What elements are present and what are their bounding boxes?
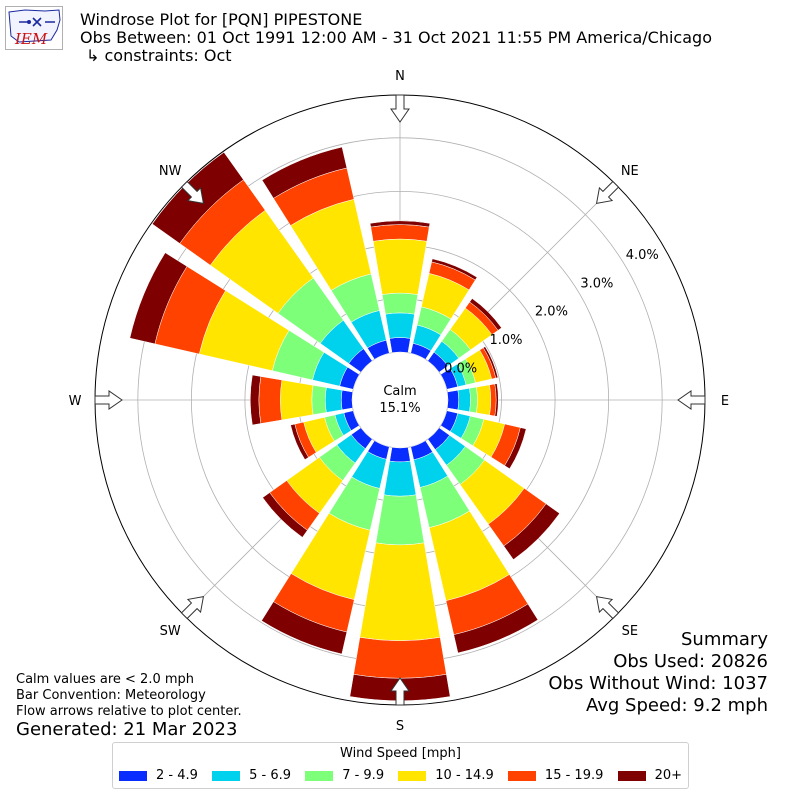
legend-swatch xyxy=(398,770,427,781)
direction-label-NW: NW xyxy=(159,164,182,179)
direction-label-N: N xyxy=(395,69,405,84)
calm-value: 15.1% xyxy=(379,401,420,416)
legend-swatch xyxy=(617,770,646,781)
flow-arrow-W xyxy=(94,390,123,410)
direction-label-W: W xyxy=(69,394,82,409)
direction-label-NE: NE xyxy=(621,164,639,179)
wedge-W-2 xyxy=(311,385,327,415)
calm-label: Calm xyxy=(383,384,416,399)
radial-tick-label: 4.0% xyxy=(626,248,659,263)
legend-items: 2 - 4.9 5 - 6.9 7 - 9.9 10 - 14.9 15 - 19.9 2… xyxy=(119,768,682,783)
generated-date: Generated: 21 Mar 2023 xyxy=(16,719,238,740)
wedge-S-2 xyxy=(375,494,425,546)
legend-item: 7 - 9.9 xyxy=(305,768,384,783)
legend: Wind Speed [mph] 2 - 4.9 5 - 6.9 7 - 9.9 10… xyxy=(112,742,689,789)
wedge-S-3 xyxy=(359,542,441,641)
wedge-N-1 xyxy=(385,312,415,339)
direction-label-S: S xyxy=(396,719,404,734)
legend-title: Wind Speed [mph] xyxy=(340,746,461,761)
wedge-NNW-5 xyxy=(261,146,348,199)
wedge-WNW-5 xyxy=(129,252,188,345)
wedge-N-3 xyxy=(372,238,428,295)
legend-item: 20+ xyxy=(617,768,682,783)
windrose-bars xyxy=(129,146,560,701)
wedge-SE-5 xyxy=(503,503,560,560)
wedge-ESE-5 xyxy=(504,427,527,470)
direction-label-SE: SE xyxy=(622,624,638,639)
wedge-W-5 xyxy=(250,374,262,426)
direction-label-E: E xyxy=(721,394,729,409)
wedge-E-2 xyxy=(469,386,478,414)
legend-label: 15 - 19.9 xyxy=(544,768,604,783)
wedge-E-5 xyxy=(494,383,499,417)
constraints-text: ↳ constraints: Oct xyxy=(86,46,232,65)
wedge-N-4 xyxy=(370,224,430,242)
wedge-N-0 xyxy=(389,337,411,353)
wedge-E-1 xyxy=(457,387,471,413)
flow-arrows-note: Flow arrows relative to plot center. xyxy=(16,704,242,719)
radial-tick-label: 2.0% xyxy=(535,305,568,320)
wedge-W-4 xyxy=(258,376,283,424)
wedge-SSE-5 xyxy=(453,603,539,654)
iem-logo: IEM xyxy=(5,6,63,50)
summary-title: Summary xyxy=(681,629,768,650)
flow-arrow-SW xyxy=(180,595,205,620)
legend-label: 5 - 6.9 xyxy=(249,768,291,783)
wedge-E-3 xyxy=(476,384,492,416)
flow-arrow-E xyxy=(677,390,706,410)
flow-arrow-N xyxy=(390,94,410,123)
grid-circle xyxy=(351,351,449,449)
wedge-W-0 xyxy=(341,389,353,411)
bar-convention-note: Bar Convention: Meteorology xyxy=(16,688,206,703)
radial-tick-label: 1.0% xyxy=(490,333,523,348)
legend-label: 20+ xyxy=(654,768,682,783)
wedge-SSW-5 xyxy=(261,601,348,655)
wedge-E-0 xyxy=(447,389,459,411)
legend-item: 2 - 4.9 xyxy=(119,768,198,783)
legend-item: 15 - 19.9 xyxy=(507,768,604,783)
wedge-SW-5 xyxy=(262,492,308,538)
legend-item: 5 - 6.9 xyxy=(212,768,291,783)
wedge-S-4 xyxy=(353,637,447,679)
chart-title: Windrose Plot for [PQN] PIPESTONE xyxy=(80,10,363,29)
summary-avg-speed: Avg Speed: 9.2 mph xyxy=(586,695,768,716)
legend-item: 10 - 14.9 xyxy=(398,768,494,783)
obs-period: Obs Between: 01 Oct 1991 12:00 AM - 31 O… xyxy=(80,28,712,47)
wedge-NE-5 xyxy=(469,298,502,331)
legend-label: 2 - 4.9 xyxy=(156,768,198,783)
legend-swatch xyxy=(119,770,147,781)
wedge-NNE-5 xyxy=(431,258,478,281)
wedge-W-1 xyxy=(324,387,343,413)
flow-arrow-NW xyxy=(180,180,205,205)
radial-tick-label: 3.0% xyxy=(580,276,613,291)
radial-tick-labels: 0.0% 1.0% 2.0% 3.0% 4.0% xyxy=(444,248,659,376)
legend-swatch xyxy=(305,770,334,781)
calm-definition-note: Calm values are < 2.0 mph xyxy=(16,672,195,687)
legend-label: 7 - 9.9 xyxy=(342,768,385,783)
direction-label-SW: SW xyxy=(160,624,181,639)
wedge-W-3 xyxy=(280,379,314,421)
radial-tick-label: 0.0% xyxy=(444,361,477,376)
flow-arrow-SE xyxy=(595,595,620,620)
wedge-S-1 xyxy=(383,460,417,497)
wedge-WSW-5 xyxy=(290,423,309,460)
direction-labels: N NE E SE S SW W NW xyxy=(69,69,730,734)
flow-arrows xyxy=(94,94,706,706)
flow-arrow-NE xyxy=(595,180,620,205)
legend-label: 10 - 14.9 xyxy=(435,768,494,783)
wedge-S-0 xyxy=(389,447,411,463)
legend-swatch xyxy=(507,770,536,781)
logo-wordmark: IEM xyxy=(14,30,48,48)
wedge-N-5 xyxy=(369,220,431,228)
flow-arrow-S xyxy=(390,677,410,706)
summary-obs-used: Obs Used: 20826 xyxy=(613,651,768,672)
legend-swatch xyxy=(212,770,241,781)
wedge-N-2 xyxy=(381,292,419,315)
summary-obs-without-wind: Obs Without Wind: 1037 xyxy=(548,673,768,694)
wedge-ENE-5 xyxy=(482,346,499,379)
